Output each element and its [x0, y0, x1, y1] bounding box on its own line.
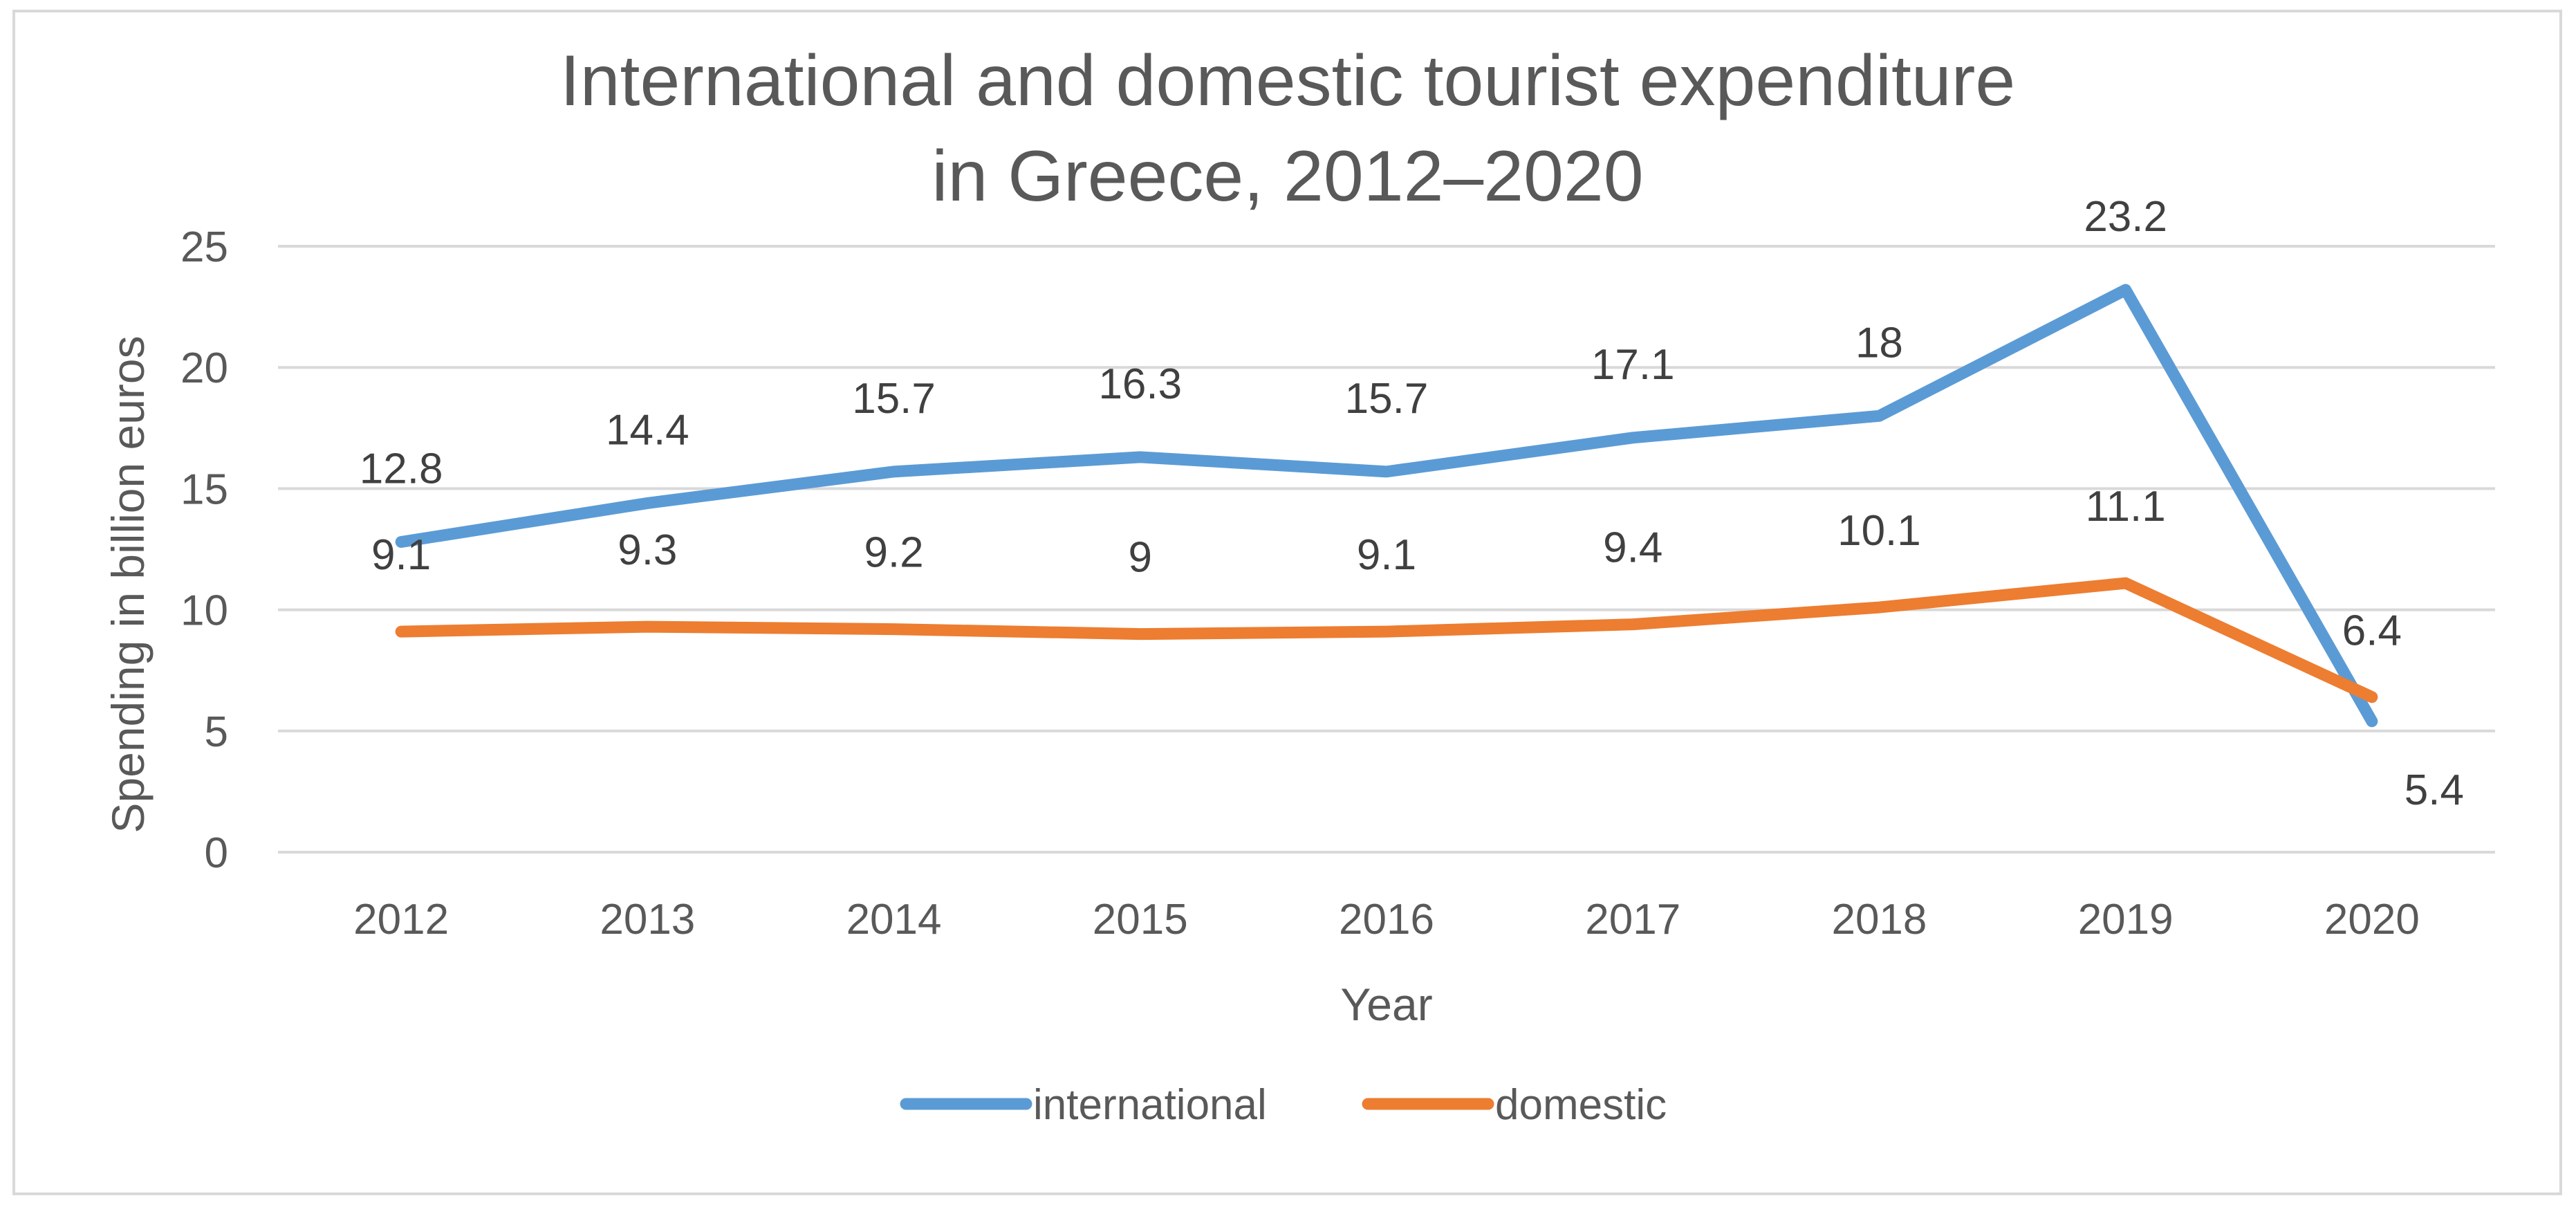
data-label-international: 16.3 [1098, 360, 1182, 408]
chart-frame [12, 10, 2562, 1195]
data-label-domestic: 9.4 [1603, 524, 1662, 572]
data-label-domestic: 9.1 [1357, 531, 1416, 579]
gridlines [278, 245, 2495, 854]
data-label-domestic: 9.2 [864, 529, 923, 577]
data-label-domestic: 9 [1129, 534, 1152, 582]
y-tick-label: 10 [180, 587, 228, 635]
data-label-international: 15.7 [852, 375, 936, 423]
y-axis-ticks: 0 5 10 15 20 25 [180, 223, 228, 877]
data-label-international: 5.4 [2404, 766, 2464, 814]
y-tick-label: 25 [180, 223, 228, 271]
legend-label-international: international [1033, 1081, 1267, 1129]
data-label-international: 23.2 [2084, 193, 2167, 241]
series-line-domestic [395, 577, 2378, 703]
data-label-international: 17.1 [1591, 341, 1675, 389]
data-label-domestic: 9.1 [371, 531, 431, 579]
x-axis-title: Year [1340, 979, 1432, 1030]
data-label-domestic: 6.4 [2342, 607, 2402, 655]
chart-title-line-1: International and domestic tourist expen… [560, 41, 2015, 121]
data-label-international: 12.8 [360, 445, 443, 492]
y-tick-label: 0 [205, 829, 228, 877]
y-tick-label: 5 [205, 708, 228, 756]
x-tick-label: 2012 [353, 896, 449, 943]
x-axis-ticks: 2012 2013 2014 2015 2016 2017 2018 2019 2020 [353, 896, 2420, 943]
y-axis-title: Spending in billion euros [102, 335, 154, 833]
y-tick-label: 20 [180, 344, 228, 392]
series-line-international [395, 284, 2378, 728]
x-tick-label: 2014 [846, 896, 942, 943]
data-label-domestic: 11.1 [2086, 483, 2166, 531]
chart-title-line-2: in Greece, 2012–2020 [932, 136, 1643, 216]
x-tick-label: 2018 [1831, 896, 1927, 943]
data-label-international: 15.7 [1345, 375, 1429, 423]
y-tick-label: 15 [180, 466, 228, 513]
x-tick-label: 2013 [600, 896, 695, 943]
data-label-international: 18 [1855, 319, 1903, 367]
x-tick-label: 2016 [1339, 896, 1434, 943]
x-tick-label: 2017 [1585, 896, 1680, 943]
legend-label-domestic: domestic [1495, 1081, 1667, 1129]
data-label-international: 14.4 [606, 406, 689, 454]
data-label-domestic: 10.1 [1837, 507, 1921, 555]
x-tick-label: 2020 [2324, 896, 2420, 943]
series-lines [395, 284, 2378, 728]
data-label-domestic: 9.3 [618, 526, 677, 574]
data-labels: 12.8 14.4 15.7 16.3 15.7 17.1 18 23.2 5.4 9.1 9.3 9… [360, 193, 2464, 814]
chart-title: International and domestic tourist expen… [560, 41, 2015, 216]
x-tick-label: 2015 [1093, 896, 1188, 943]
x-tick-label: 2019 [2078, 896, 2174, 943]
legend: international domestic [900, 1081, 1667, 1129]
